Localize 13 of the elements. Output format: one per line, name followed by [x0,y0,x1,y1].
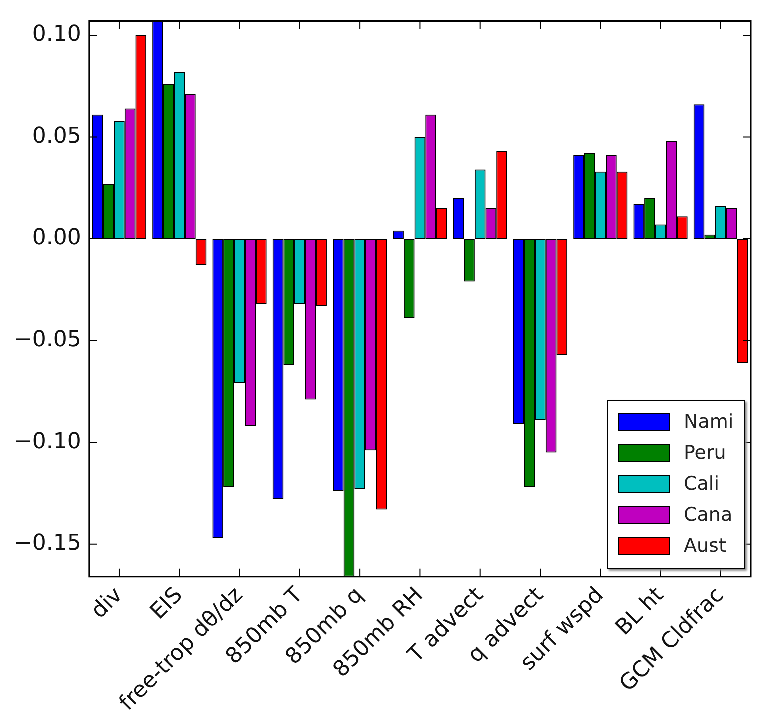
y-tick-label: 0.00 [32,226,82,251]
legend-label: Nami [684,411,734,434]
y-tick-label: 0.10 [32,22,82,48]
y-tick-label: −0.15 [14,531,82,556]
y-tick-label: −0.10 [14,429,82,454]
legend-label: Aust [684,535,726,558]
y-tick-label: 0.05 [32,124,82,149]
legend-label: Cali [684,473,720,496]
legend-label: Peru [684,442,726,464]
legend-label: Cana [684,504,733,526]
y-tick-label: −0.05 [14,327,82,352]
x-tick-label: div [86,582,128,624]
x-tick-label: EIS [146,582,188,625]
